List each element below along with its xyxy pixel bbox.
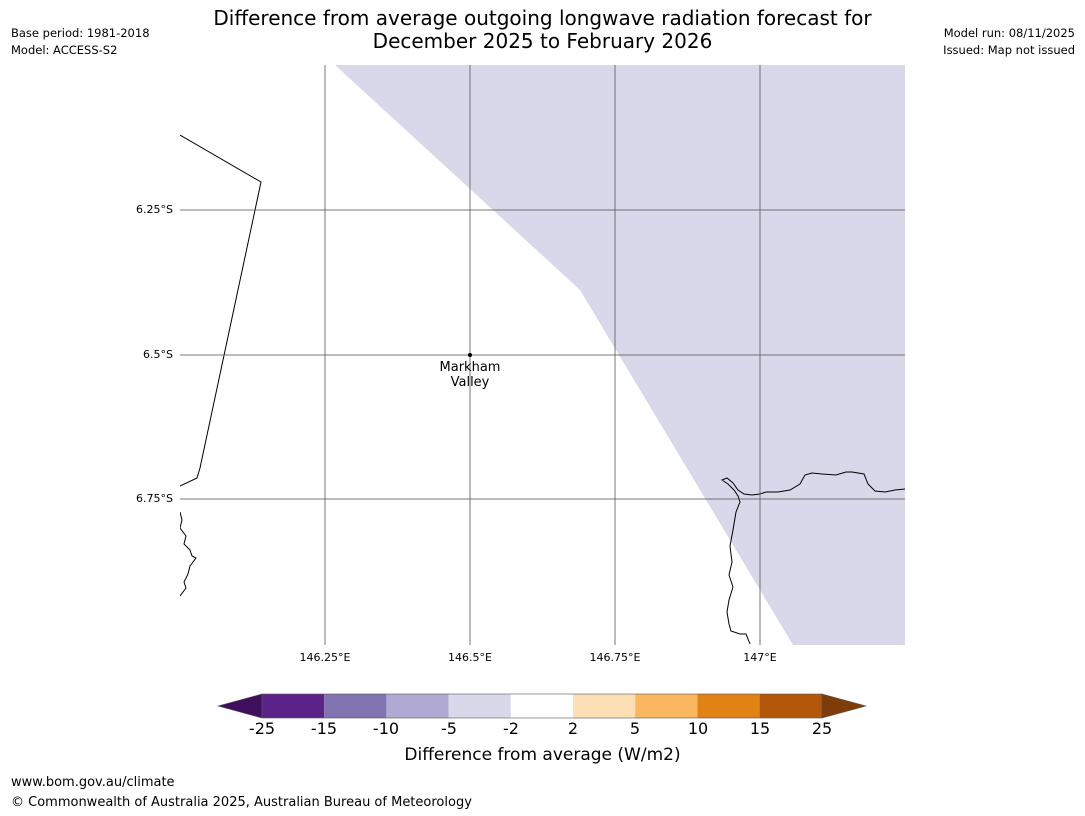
coastline-west <box>180 511 197 597</box>
footer-copyright: © Commonwealth of Australia 2025, Austra… <box>11 795 472 810</box>
colorbar-tick: 25 <box>811 719 833 738</box>
colorbar-segment <box>759 694 822 718</box>
map-title-line2: December 2025 to February 2026 <box>372 29 713 53</box>
header-right-meta: Model run: 08/11/2025 Issued: Map not is… <box>943 25 1075 59</box>
header-left-meta: Base period: 1981-2018 Model: ACCESS-S2 <box>11 25 150 59</box>
colorbar-segment <box>697 694 760 718</box>
colorbar-tick: 10 <box>687 719 709 738</box>
model-text: Model: ACCESS-S2 <box>11 43 118 57</box>
lat-label-6-75s: 6.75°S <box>136 492 173 505</box>
colorbar-segment <box>262 694 325 718</box>
colorbar-tick: -10 <box>372 719 400 738</box>
colorbar-tick: 2 <box>567 719 579 738</box>
lat-label-6-5s: 6.5°S <box>143 348 173 361</box>
coastline-east <box>720 471 905 645</box>
colorbar-tick: -5 <box>441 719 457 738</box>
colorbar <box>216 693 868 719</box>
place-label-line2: Valley <box>450 375 490 390</box>
lon-label-146-75e: 146.75°E <box>589 651 641 664</box>
map-area <box>180 65 905 645</box>
colorbar-high-extension <box>821 693 868 719</box>
colorbar-tick: 5 <box>629 719 641 738</box>
model-run-text: Model run: 08/11/2025 <box>943 26 1075 40</box>
footer-url-link[interactable]: www.bom.gov.au/climate <box>11 775 175 790</box>
colorbar-segment <box>635 694 698 718</box>
colorbar-segment <box>386 694 449 718</box>
colorbar-segment <box>573 694 636 718</box>
colorbar-title: Difference from average (W/m2) <box>404 745 681 765</box>
place-label-line1: Markham <box>439 360 501 375</box>
lon-label-147e: 147°E <box>743 651 777 664</box>
colorbar-outline <box>261 693 823 719</box>
colorbar-tick: -25 <box>248 719 276 738</box>
map-title: Difference from average outgoing longwav… <box>0 7 1085 53</box>
colorbar-segment <box>324 694 387 718</box>
lon-label-146-25e: 146.25°E <box>299 651 351 664</box>
colorbar-low-extension <box>216 693 263 719</box>
colorbar-segment <box>510 694 573 718</box>
issued-text: Issued: Map not issued <box>943 43 1075 57</box>
map-title-line1: Difference from average outgoing longwav… <box>213 6 872 30</box>
lat-label-6-25s: 6.25°S <box>136 203 173 216</box>
location-marker-icon <box>468 353 472 357</box>
place-label-markham-valley: Markham Valley <box>440 360 501 390</box>
colorbar-segment <box>448 694 511 718</box>
colorbar-tick: 15 <box>749 719 771 738</box>
colorbar-tick: -2 <box>503 719 519 738</box>
lon-label-146-5e: 146.5°E <box>448 651 492 664</box>
land-border-line <box>180 134 262 487</box>
base-period-text: Base period: 1981-2018 <box>11 26 150 40</box>
colorbar-tick: -15 <box>310 719 338 738</box>
